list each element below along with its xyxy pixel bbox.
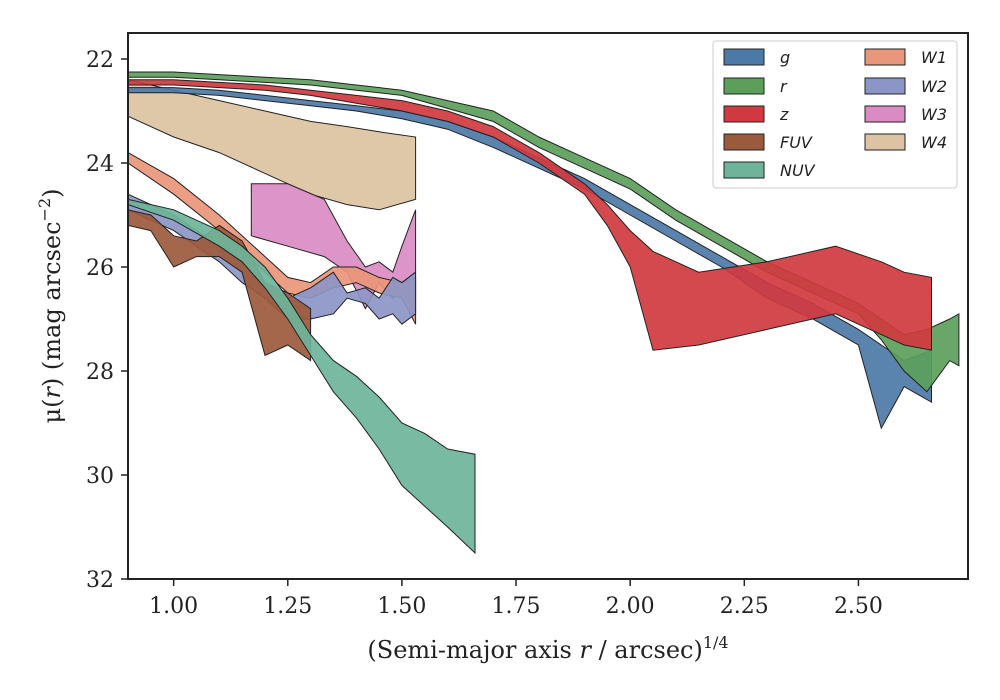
legend-swatch-fuv xyxy=(723,133,765,151)
y-tick-label: 28 xyxy=(86,360,114,385)
band-nuv xyxy=(128,198,476,555)
legend-label-w3: W3 xyxy=(921,105,947,124)
plot-frame xyxy=(127,32,969,580)
band-z xyxy=(128,79,932,351)
legend-label-w1: W1 xyxy=(921,48,947,67)
legend-swatch-w2 xyxy=(864,77,906,95)
legend-label-fuv: FUV xyxy=(780,133,813,152)
legend-label-z: z xyxy=(779,105,789,124)
band-w4 xyxy=(128,79,417,211)
x-tick-label: 1.25 xyxy=(263,594,312,619)
legend-swatch-w1 xyxy=(864,48,906,66)
x-tick-label: 1.75 xyxy=(492,594,541,619)
legend-swatch-g xyxy=(723,48,765,66)
legend-swatch-w4 xyxy=(864,133,906,151)
legend-label-w4: W4 xyxy=(921,133,947,152)
legend-swatch-z xyxy=(723,105,765,123)
legend-label-w2: W2 xyxy=(921,77,947,96)
legend-label-g: g xyxy=(780,48,790,67)
x-tick-label: 2.25 xyxy=(720,594,769,619)
legend-label-r: r xyxy=(780,77,788,96)
band-r xyxy=(128,71,960,393)
x-tick-label: 2.00 xyxy=(606,594,655,619)
y-tick-label: 22 xyxy=(86,48,114,73)
y-tick-label: 30 xyxy=(86,464,114,489)
x-tick-label: 2.50 xyxy=(834,594,883,619)
y-tick-label: 26 xyxy=(86,256,114,281)
legend-swatch-r xyxy=(723,77,765,95)
x-axis: 1.00 1.25 1.50 1.75 2.00 2.25 2.50 xyxy=(149,579,883,619)
y-axis: 22 24 26 28 30 32 xyxy=(86,48,128,593)
x-axis-label: (Semi-major axis r / arcsec)1/4 xyxy=(367,633,728,664)
y-axis-label: μ(r) (mag arcsec−2) xyxy=(35,188,66,423)
band-fuv xyxy=(128,209,312,362)
legend: grz FUV NUV W1 W2 W3 W4 xyxy=(712,40,958,189)
band-layer xyxy=(128,71,960,555)
legend-label-nuv: NUV xyxy=(780,161,816,180)
legend-swatch-w3 xyxy=(864,105,906,123)
y-tick-label: 24 xyxy=(86,152,114,177)
y-tick-label: 32 xyxy=(86,568,114,593)
legend-swatch-nuv xyxy=(723,161,765,179)
x-tick-label: 1.50 xyxy=(377,594,426,619)
x-tick-label: 1.00 xyxy=(149,594,198,619)
